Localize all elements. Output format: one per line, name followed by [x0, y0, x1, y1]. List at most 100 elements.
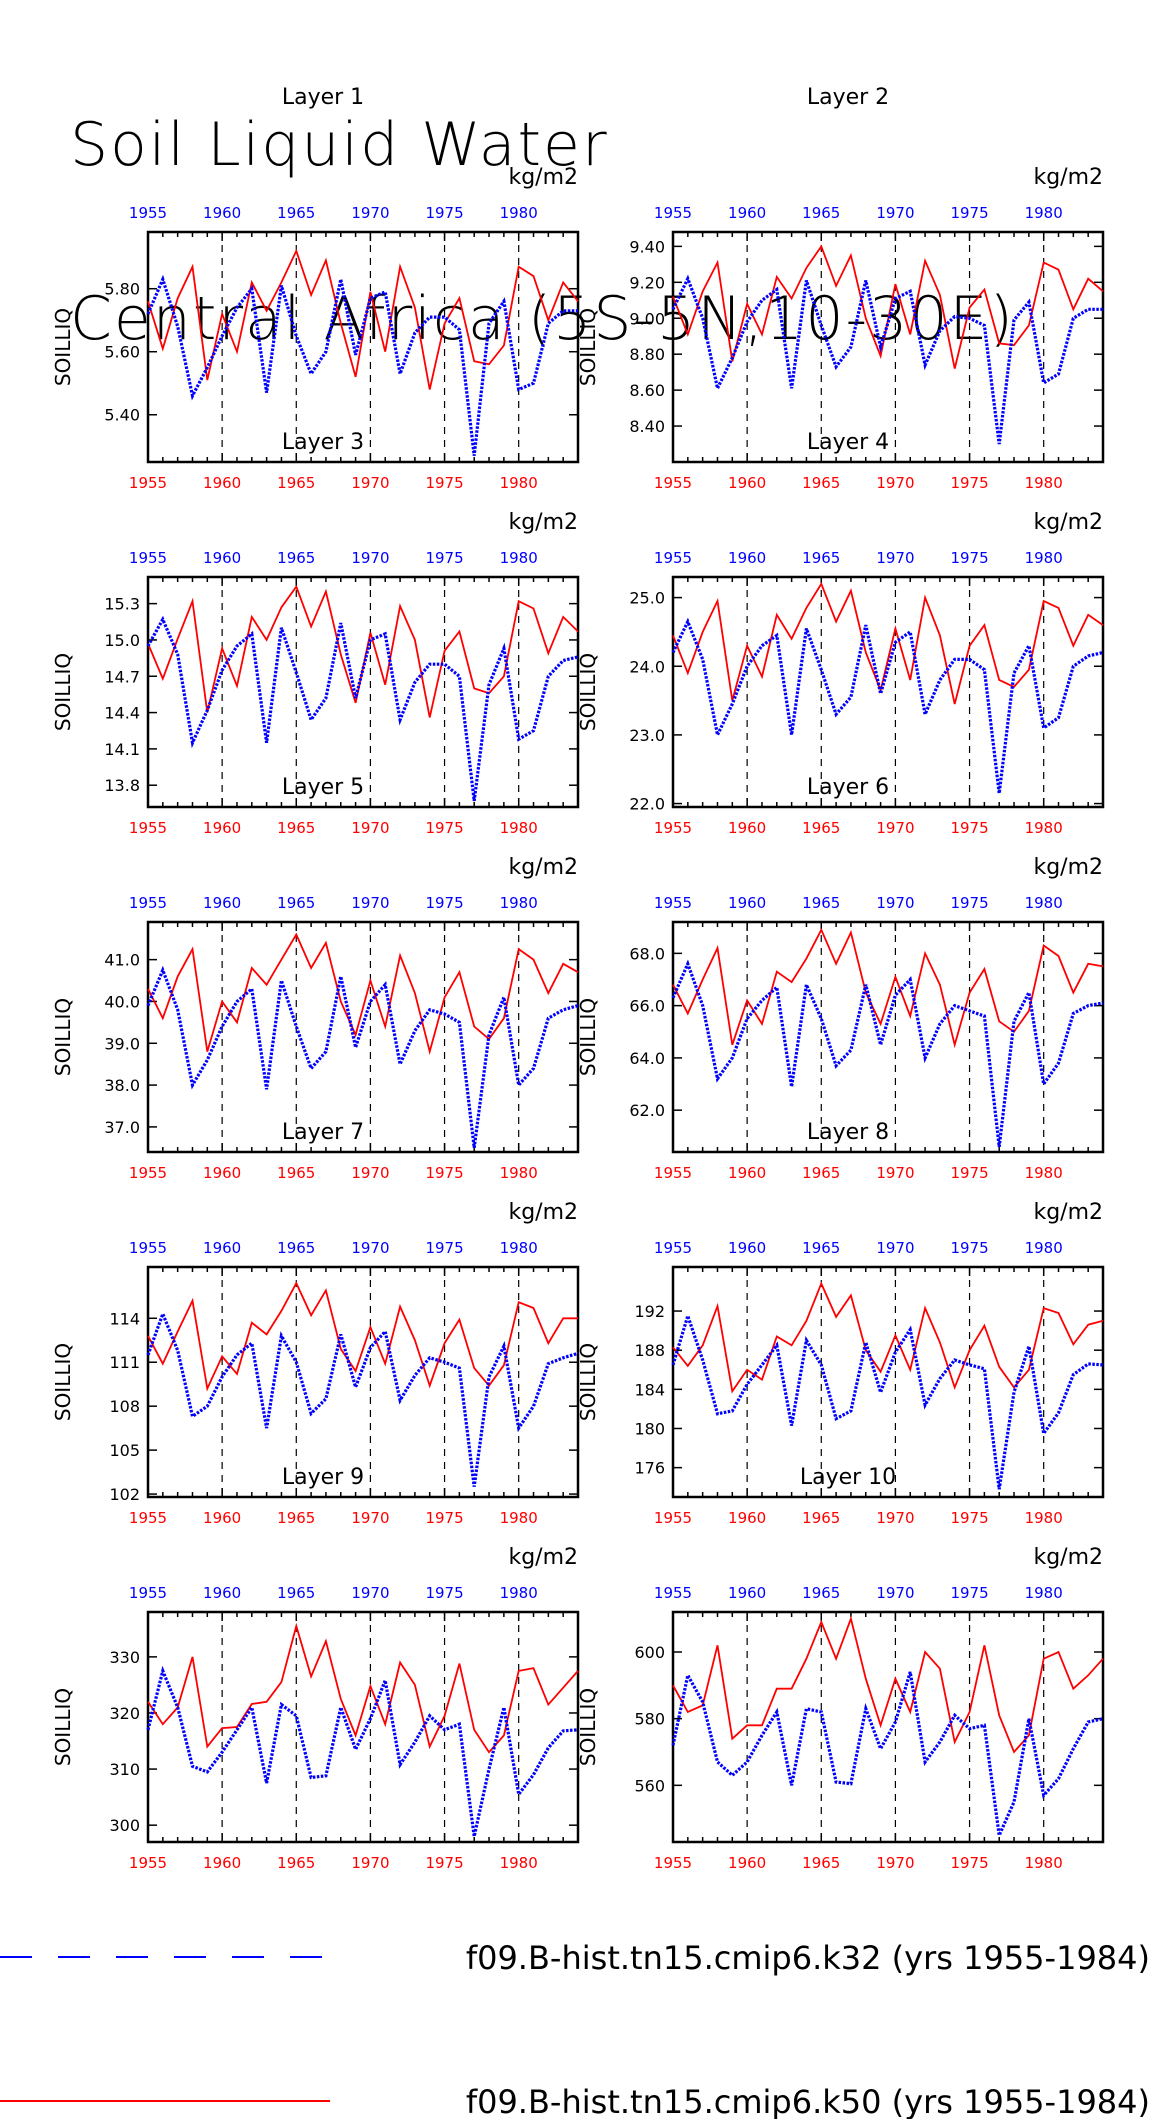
panel-5: Layer 5 kg/m2 SOILLIQ 1955 1960 1965 1970 1975 1…: [51, 775, 580, 1182]
panel-8: Layer 8 kg/m2 SOILLIQ 1955 1960 1965 1970 1975 1…: [576, 1120, 1105, 1527]
y-axis-label: SOILLIQ: [576, 1343, 600, 1421]
x-tick-label-top: 1965: [802, 1239, 840, 1257]
series-line-k50: [147, 1281, 578, 1392]
y-tick-label: 600: [634, 1643, 665, 1662]
series-line-k50: [147, 584, 579, 718]
x-tick-label-top: 1965: [277, 204, 315, 222]
x-tick-label-top: 1975: [950, 204, 988, 222]
units-label: kg/m2: [1033, 1545, 1103, 1570]
panel-7: Layer 7 kg/m2 SOILLIQ 1955 1960 1965 1970 1975 1…: [51, 1120, 580, 1527]
y-tick-label: 105: [109, 1441, 140, 1460]
plot-frame: [671, 1610, 1105, 1844]
x-tick-label-bottom: 1965: [277, 474, 315, 492]
x-tick-label-bottom: 1980: [1025, 1854, 1063, 1872]
x-tick-label-bottom: 1965: [802, 1509, 840, 1527]
x-tick-label-top: 1965: [277, 894, 315, 912]
x-tick-label-bottom: 1975: [425, 474, 463, 492]
x-tick-label-top: 1980: [1025, 1239, 1063, 1257]
panel-10: Layer 10 kg/m2 SOILLIQ 1955 1960 1965 1970 1975…: [576, 1465, 1105, 1872]
plot-frame: [146, 575, 580, 809]
series-line-k32: [671, 274, 1103, 445]
x-tick-label-bottom: 1955: [654, 1164, 692, 1182]
y-tick-label: 180: [634, 1419, 665, 1438]
y-tick-label: 192: [634, 1302, 665, 1321]
series-line-k32: [146, 1665, 579, 1837]
x-tick-label-bottom: 1970: [876, 1854, 914, 1872]
y-axis-label: SOILLIQ: [576, 1688, 600, 1766]
y-tick-label: 188: [634, 1341, 665, 1360]
x-tick-label-bottom: 1960: [203, 1854, 241, 1872]
x-tick-label-bottom: 1970: [351, 1164, 389, 1182]
x-tick-label-top: 1970: [351, 894, 389, 912]
y-tick-label: 37.0: [104, 1118, 140, 1137]
x-tick-label-top: 1960: [728, 894, 766, 912]
x-tick-label-top: 1965: [277, 549, 315, 567]
units-label: kg/m2: [508, 510, 578, 535]
y-tick-label: 111: [109, 1353, 140, 1372]
x-tick-label-top: 1975: [425, 204, 463, 222]
x-tick-label-top: 1980: [500, 204, 538, 222]
x-tick-label-top: 1970: [876, 1584, 914, 1602]
x-tick-label-bottom: 1960: [728, 474, 766, 492]
x-tick-label-top: 1980: [1025, 204, 1063, 222]
x-tick-label-top: 1960: [728, 1239, 766, 1257]
x-tick-label-bottom: 1955: [129, 1854, 167, 1872]
x-tick-label-top: 1965: [277, 1239, 315, 1257]
panel-title: Layer 10: [800, 1465, 896, 1490]
x-tick-label-bottom: 1970: [351, 819, 389, 837]
x-tick-label-bottom: 1955: [129, 1164, 167, 1182]
panel-title: Layer 2: [807, 85, 889, 110]
units-label: kg/m2: [1033, 510, 1103, 535]
y-axis-label: SOILLIQ: [51, 653, 75, 731]
x-tick-label-bottom: 1980: [500, 1509, 538, 1527]
plot-frame: [671, 1265, 1105, 1499]
chart-title-line-1: Soil Liquid Water: [70, 110, 609, 180]
y-tick-label: 14.7: [104, 667, 140, 686]
x-tick-label-top: 1980: [500, 1239, 538, 1257]
x-tick-label-top: 1960: [203, 549, 241, 567]
series-line-k50: [672, 927, 1104, 1049]
plot-frame: [671, 230, 1105, 464]
y-tick-label: 41.0: [104, 951, 140, 970]
y-tick-label: 8.80: [629, 345, 665, 364]
y-axis-label: SOILLIQ: [51, 1343, 75, 1421]
x-tick-label-top: 1970: [876, 894, 914, 912]
x-tick-label-bottom: 1980: [500, 1854, 538, 1872]
x-tick-label-bottom: 1965: [277, 819, 315, 837]
x-tick-label-top: 1980: [1025, 1584, 1063, 1602]
x-tick-label-bottom: 1960: [728, 819, 766, 837]
y-tick-label: 38.0: [104, 1076, 140, 1095]
plot-frame: [671, 920, 1105, 1154]
series-line-k32: [146, 1309, 579, 1487]
x-tick-label-top: 1960: [728, 549, 766, 567]
y-tick-label: 39.0: [104, 1034, 140, 1053]
y-tick-label: 9.40: [629, 237, 665, 256]
x-tick-label-top: 1970: [876, 1239, 914, 1257]
panel-title: Layer 3: [282, 430, 364, 455]
x-tick-label-top: 1970: [351, 549, 389, 567]
x-tick-label-bottom: 1955: [129, 1509, 167, 1527]
units-label: kg/m2: [1033, 165, 1103, 190]
x-tick-label-bottom: 1975: [950, 1509, 988, 1527]
x-tick-label-bottom: 1960: [728, 1854, 766, 1872]
x-tick-label-bottom: 1955: [654, 1854, 692, 1872]
series-line-k32: [671, 959, 1104, 1147]
x-tick-label-bottom: 1975: [425, 1854, 463, 1872]
units-label: kg/m2: [1033, 1200, 1103, 1225]
x-tick-label-bottom: 1965: [277, 1164, 315, 1182]
units-label: kg/m2: [508, 165, 578, 190]
panel-1: Layer 1 kg/m2 SOILLIQ 1955 1960 1965 1970 1975 1…: [51, 85, 580, 492]
series-line-k32: [671, 617, 1104, 794]
plot-frame: [146, 920, 580, 1154]
x-tick-label-top: 1980: [1025, 549, 1063, 567]
x-tick-label-bottom: 1960: [728, 1509, 766, 1527]
y-tick-label: 62.0: [629, 1101, 665, 1120]
panel-9: Layer 9 kg/m2 SOILLIQ 1955 1960 1965 1970 1975 1…: [51, 1465, 580, 1872]
series-line-k50: [147, 248, 579, 390]
series-line-k32: [146, 274, 578, 456]
y-tick-label: 102: [109, 1485, 140, 1504]
plot-frame: [146, 1610, 580, 1844]
x-tick-label-top: 1980: [1025, 894, 1063, 912]
x-tick-label-top: 1955: [129, 204, 167, 222]
